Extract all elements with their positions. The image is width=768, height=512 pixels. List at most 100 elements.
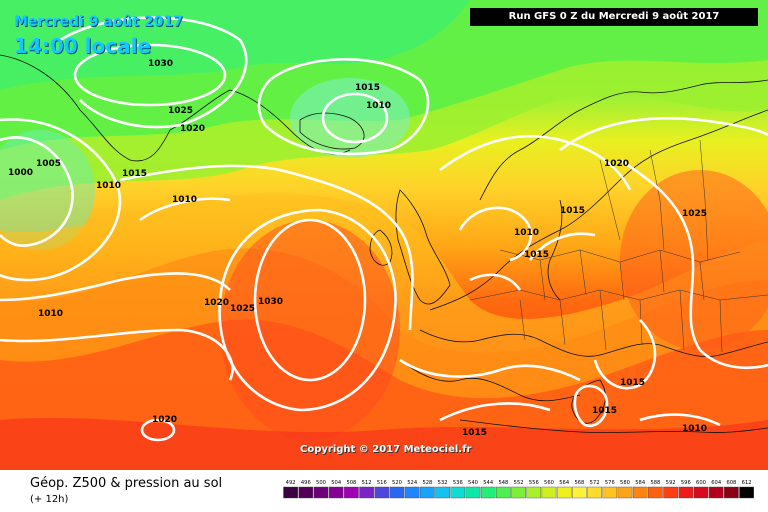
isobar-label: 1020: [204, 298, 229, 308]
legend-tick-label: 508: [346, 480, 356, 486]
chart-footer: Géop. Z500 & pression au sol (+ 12h) 492…: [0, 470, 768, 512]
isobars: [0, 16, 768, 442]
legend-color-swatch: [480, 486, 496, 499]
legend-color-swatch: [420, 486, 435, 499]
legend-color-swatch: [359, 486, 374, 499]
legend-tick-label: 528: [422, 480, 432, 486]
legend-color-swatch: [344, 486, 359, 499]
geopotential-zones: [0, 0, 768, 470]
legend-color-swatch: [511, 486, 526, 499]
legend-color-swatch: [663, 486, 678, 499]
legend-tick-label: 556: [529, 480, 539, 486]
isobar-label: 1010: [514, 228, 539, 238]
legend-tick-label: 532: [438, 480, 448, 486]
legend-tick-label: 500: [316, 480, 326, 486]
legend-color-swatch: [739, 486, 754, 499]
isobar-label: 1015: [620, 378, 645, 388]
legend-color-swatch: [404, 486, 420, 499]
legend-tick-label: 492: [286, 480, 296, 486]
isobar-label: 1020: [604, 159, 629, 169]
legend-tick-label: 552: [514, 480, 524, 486]
legend-color-swatch: [389, 486, 405, 499]
isobar-label: 1015: [592, 406, 617, 416]
isobar-label: 1010: [172, 195, 197, 205]
legend-color-swatch: [572, 486, 587, 499]
chart-local-time: 14:00 locale: [14, 34, 151, 58]
legend-tick-label: 560: [544, 480, 554, 486]
legend-color-swatch: [678, 486, 694, 499]
isobar-labels: 1030102510201005100010101015101010151010…: [8, 59, 707, 438]
legend-tick-label: 504: [331, 480, 342, 486]
legend-tick-label: 516: [377, 480, 387, 486]
geopotential-map: 1030102510201005100010101015101010151010…: [0, 0, 768, 470]
country-borders: [469, 139, 768, 353]
isobar-label: 1020: [180, 124, 205, 134]
isobar-label: 1015: [122, 169, 147, 179]
isobar-label: 1010: [366, 101, 391, 111]
legend-tick-label: 548: [498, 480, 508, 486]
legend-color-swatch: [313, 486, 329, 499]
map-area: 1030 1025 1020 1005 1000 1010 1015 1010 1015 1010…: [0, 0, 768, 470]
legend-color-swatch: [724, 486, 739, 499]
legend-tick-label: 608: [726, 480, 736, 486]
forecast-lead-time: (+ 12h): [30, 494, 69, 505]
legend-color-swatch: [526, 486, 542, 499]
legend-color-swatch: [435, 486, 450, 499]
isobar-label: 1030: [258, 297, 283, 307]
legend-color-swatch: [541, 486, 557, 499]
legend-tick-label: 540: [468, 480, 478, 486]
legend-color-swatch: [693, 486, 709, 499]
isobar-label: 1010: [682, 424, 707, 434]
legend-color-swatch: [496, 486, 511, 499]
isobar-label: 1015: [355, 83, 380, 93]
legend-tick-label: 604: [711, 480, 722, 486]
legend-color-swatch: [602, 486, 618, 499]
legend-color-swatch: [374, 486, 390, 499]
legend-tick-label: 520: [392, 480, 402, 486]
model-run-banner: Run GFS 0 Z du Mercredi 9 août 2017: [470, 8, 758, 26]
legend-tick-label: 588: [650, 480, 660, 486]
legend-tick-label: 572: [590, 480, 600, 486]
isobar-label: 1020: [152, 415, 177, 425]
legend-color-swatch: [632, 486, 648, 499]
legend-color-swatch: [283, 486, 298, 499]
legend-color-swatch: [556, 486, 572, 499]
legend-color-swatch: [648, 486, 663, 499]
legend-tick-label: 584: [635, 480, 646, 486]
chart-date: Mercredi 9 août 2017: [14, 14, 183, 30]
legend-color-swatch: [450, 486, 466, 499]
isobar-label: 1025: [230, 304, 255, 314]
isobar-label: 1010: [38, 309, 63, 319]
legend-tick-label: 564: [559, 480, 570, 486]
legend-tick-label: 576: [605, 480, 615, 486]
isobar-label: 1015: [462, 428, 487, 438]
legend-color-swatch: [298, 486, 314, 499]
isobar-label: 1010: [96, 181, 121, 191]
legend-tick-label: 596: [681, 480, 691, 486]
legend-tick-label: 512: [362, 480, 372, 486]
legend-tick-label: 592: [666, 480, 676, 486]
legend-color-swatch: [617, 486, 633, 499]
chart-title: Géop. Z500 & pression au sol: [30, 476, 223, 491]
legend-tick-label: 536: [453, 480, 463, 486]
legend-tick-label: 612: [742, 480, 752, 486]
legend-color-swatch: [328, 486, 344, 499]
legend-tick-label: 496: [301, 480, 311, 486]
isobar-label: 1015: [560, 206, 585, 216]
legend-tick-label: 568: [574, 480, 584, 486]
isobar-label: 1015: [524, 250, 549, 260]
isobar-label: 1005: [36, 159, 61, 169]
legend-tick-label: 544: [483, 480, 494, 486]
isobar-label: 1030: [148, 59, 173, 69]
legend-tick-label: 524: [407, 480, 418, 486]
legend-tick-label: 580: [620, 480, 630, 486]
copyright-text: Copyright © 2017 Meteociel.fr: [300, 444, 472, 455]
legend-tick-label: 600: [696, 480, 706, 486]
isobar-label: 1025: [682, 209, 707, 219]
legend-color-swatch: [708, 486, 724, 499]
color-legend: 492 496 500 504 508 512 516 520 524 528 532 536 540 5…: [283, 480, 754, 499]
legend-color-swatch: [465, 486, 481, 499]
isobar-label: 1000: [8, 168, 33, 178]
isobar-label: 1025: [168, 106, 193, 116]
